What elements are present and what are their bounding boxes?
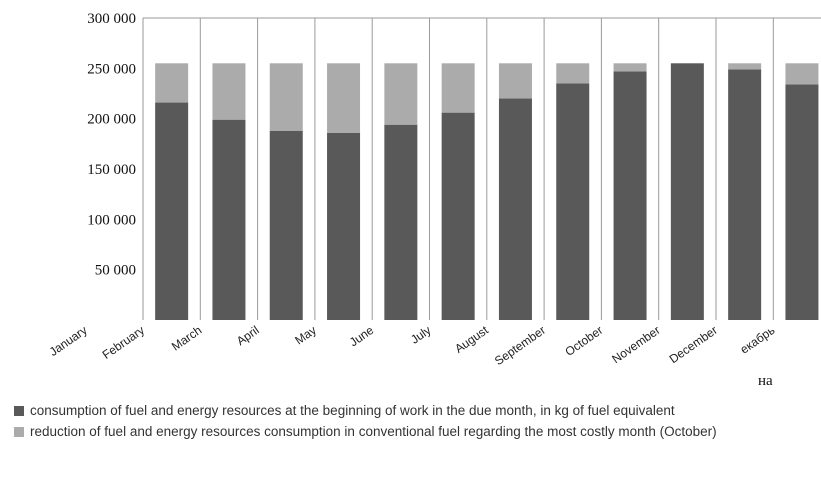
bar-consumption: [556, 83, 590, 320]
bar-reduction: [384, 63, 418, 125]
bar-reduction: [613, 63, 647, 72]
bars: [155, 63, 819, 321]
x-tick-label: February: [100, 323, 147, 362]
bar-consumption: [384, 124, 418, 320]
x-tick-label: May: [292, 323, 319, 347]
x-tick-label: March: [169, 323, 204, 354]
bar-reduction: [155, 63, 189, 103]
legend: consumption of fuel and energy resources…: [14, 402, 814, 444]
bar-consumption: [441, 112, 475, 320]
x-tick-label: November: [609, 323, 662, 366]
legend-item-consumption: consumption of fuel and energy resources…: [14, 402, 814, 420]
legend-label-reduction: reduction of fuel and energy resources c…: [30, 424, 717, 439]
bar-reduction: [327, 63, 361, 133]
bar-reduction: [556, 63, 590, 84]
y-tick-label: 200 000: [87, 112, 136, 128]
bar-reduction: [269, 63, 303, 131]
extra-label: на: [758, 373, 773, 389]
x-tick-label: December: [667, 323, 720, 366]
bar-reduction: [785, 63, 819, 85]
bar-consumption: [498, 98, 532, 321]
grid-lines: [142, 17, 821, 320]
bar-consumption: [269, 130, 303, 320]
x-tick-label: April: [234, 323, 262, 348]
x-tick-label: July: [408, 323, 434, 347]
legend-swatch-consumption: [14, 406, 24, 416]
bar-reduction: [212, 63, 246, 120]
y-tick-label: 100 000: [87, 212, 136, 228]
x-axis-ticks: January February March April May June July Augu…: [47, 323, 778, 369]
legend-item-reduction: reduction of fuel and energy resources c…: [14, 423, 814, 441]
x-tick-label: екабрь: [738, 323, 778, 357]
y-axis-ticks: 300 000 250 000 200 000 150 000 100 000 50 00…: [87, 11, 136, 279]
bar-reduction: [498, 63, 532, 99]
bar-consumption: [327, 132, 361, 320]
legend-label-consumption: consumption of fuel and energy resources…: [30, 403, 675, 418]
x-tick-label: October: [562, 323, 605, 359]
x-tick-label: August: [452, 323, 491, 356]
bar-consumption: [212, 119, 246, 320]
bar-reduction: [441, 63, 475, 113]
bar-consumption: [785, 84, 819, 320]
y-tick-label: 250 000: [87, 61, 136, 77]
x-tick-label: January: [47, 323, 90, 359]
bar-consumption: [155, 102, 189, 320]
y-tick-label: 50 000: [95, 263, 136, 279]
chart: 300 000 250 000 200 000 150 000 100 000 50 00…: [47, 11, 821, 389]
bar-reduction: [728, 63, 762, 70]
legend-swatch-reduction: [14, 427, 24, 437]
bar-consumption: [728, 69, 762, 320]
x-tick-label: September: [492, 323, 548, 368]
bar-consumption: [670, 63, 704, 321]
y-tick-label: 300 000: [87, 11, 136, 27]
x-tick-label: June: [347, 323, 377, 350]
bar-consumption: [613, 71, 647, 320]
y-tick-label: 150 000: [87, 162, 136, 178]
